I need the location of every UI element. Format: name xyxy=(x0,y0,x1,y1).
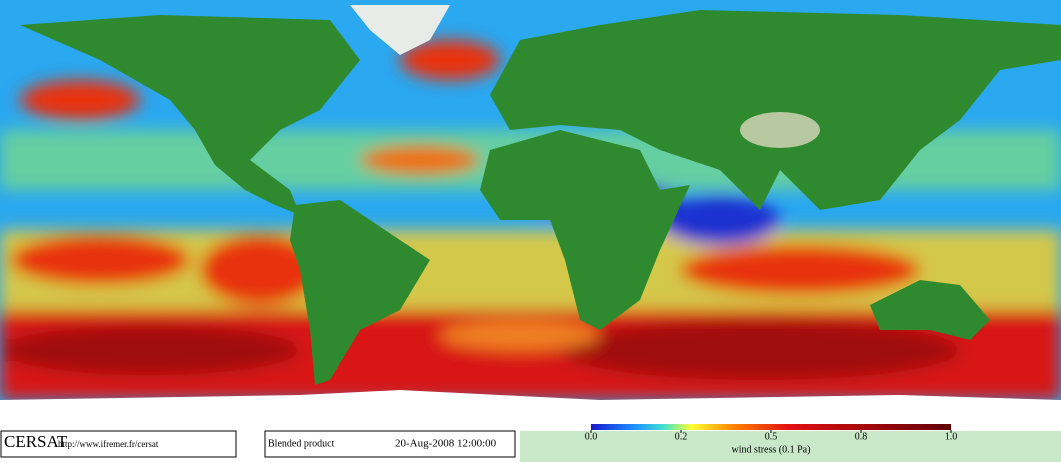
url: http://www.ifremer.fr/cersat xyxy=(58,439,159,449)
colorbar-tick-label: 0.2 xyxy=(675,431,688,442)
colorbar xyxy=(591,424,951,430)
timestamp: 20-Aug-2008 12:00:00 xyxy=(395,438,497,450)
product-box xyxy=(264,430,516,458)
product: Blended product xyxy=(268,438,335,449)
colorbar-tick-label: 0.5 xyxy=(765,431,778,442)
colorbar-tick-label: 0.8 xyxy=(855,431,868,442)
colorbar-tick-label: 0.0 xyxy=(585,431,598,442)
ice-area xyxy=(520,431,1061,462)
land xyxy=(20,5,1061,385)
source-box xyxy=(0,430,237,458)
logo: CERSAT xyxy=(4,432,68,451)
colorbar-tick-label: 1.0 xyxy=(945,431,958,442)
colorbar-label: wind stress (0.1 Pa) xyxy=(732,444,811,455)
